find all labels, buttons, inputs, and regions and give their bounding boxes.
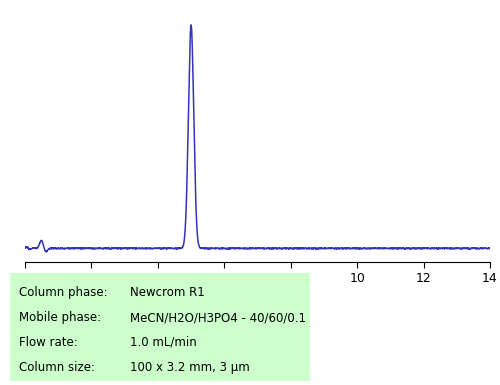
- Text: Flow rate:: Flow rate:: [19, 336, 78, 349]
- Text: Column size:: Column size:: [19, 361, 95, 374]
- Text: Column phase:: Column phase:: [19, 286, 108, 299]
- Text: Newcrom R1: Newcrom R1: [130, 286, 205, 299]
- FancyBboxPatch shape: [10, 273, 310, 381]
- Text: Mobile phase:: Mobile phase:: [19, 311, 101, 324]
- Text: MeCN/H2O/H3PO4 - 40/60/0.1: MeCN/H2O/H3PO4 - 40/60/0.1: [130, 311, 306, 324]
- Text: 1.0 mL/min: 1.0 mL/min: [130, 336, 197, 349]
- Text: 100 x 3.2 mm, 3 μm: 100 x 3.2 mm, 3 μm: [130, 361, 250, 374]
